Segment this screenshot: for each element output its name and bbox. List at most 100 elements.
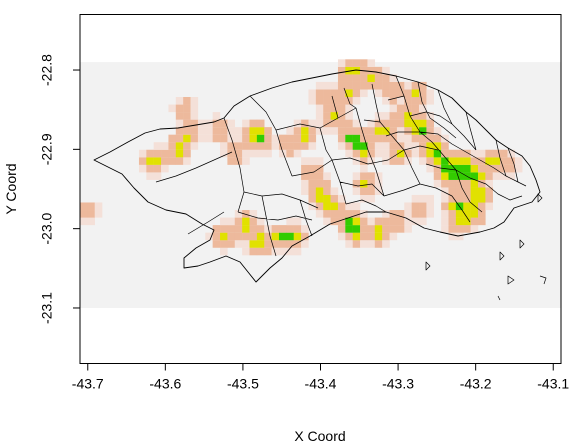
raster-cell: [175, 96, 184, 105]
raster-cell: [146, 172, 154, 180]
raster-cell: [345, 202, 353, 211]
raster-cell: [411, 149, 420, 158]
raster-cell: [315, 96, 324, 105]
raster-cell: [352, 232, 361, 241]
raster-cell: [477, 217, 486, 226]
raster-cell: [337, 134, 346, 143]
raster-cell: [256, 217, 265, 226]
raster-cell: [374, 89, 383, 98]
raster-cell: [308, 89, 317, 98]
raster-cell: [352, 66, 361, 75]
raster-cell: [470, 172, 479, 180]
raster-cell: [367, 149, 376, 158]
raster-cell: [360, 149, 368, 158]
raster-cell: [404, 142, 412, 150]
raster-cell: [470, 149, 479, 158]
raster-cell: [323, 127, 331, 135]
raster-cell: [448, 187, 457, 196]
raster-cell: [278, 247, 287, 256]
raster-cell: [301, 164, 309, 173]
raster-cell: [293, 225, 302, 233]
raster-cell: [308, 164, 317, 173]
raster-cell: [382, 134, 390, 143]
raster-cell: [271, 232, 280, 241]
raster-cell: [463, 225, 471, 233]
raster-cell: [249, 232, 258, 241]
raster-cell: [256, 142, 265, 150]
raster-cell: [315, 127, 324, 135]
raster-cell: [175, 142, 184, 150]
raster-cell: [485, 172, 493, 180]
raster-cell: [323, 104, 331, 113]
raster-cell: [308, 202, 317, 211]
raster-cell: [404, 134, 412, 143]
raster-cell: [308, 194, 317, 203]
raster-cell: [337, 210, 346, 218]
y-axis-ticks: -22.8 -22.9 -23.0 -23.1: [39, 54, 80, 324]
raster-cell: [367, 81, 376, 90]
raster-cell: [441, 210, 449, 218]
raster-cell: [175, 112, 184, 120]
raster-cell: [190, 104, 199, 113]
raster-cell: [286, 134, 294, 143]
raster-cell: [352, 240, 361, 248]
raster-cell: [389, 142, 398, 150]
raster-cell: [455, 225, 464, 233]
raster-cell: [278, 134, 287, 143]
raster-cell: [293, 232, 302, 241]
raster-cell: [441, 202, 449, 211]
raster-cell: [138, 157, 147, 165]
raster-cell: [234, 157, 243, 165]
raster-cell: [286, 149, 294, 158]
raster-cell: [382, 142, 390, 150]
raster-cell: [374, 225, 383, 233]
raster-cell: [477, 202, 486, 211]
raster-cell: [234, 127, 243, 135]
raster-cell: [426, 142, 434, 150]
raster-cell: [345, 74, 353, 82]
raster-cell: [168, 104, 177, 113]
raster-cell: [448, 149, 457, 158]
raster-cell: [507, 172, 516, 180]
raster-cell: [448, 164, 457, 173]
raster-cell: [175, 157, 184, 165]
raster-cell: [426, 96, 434, 105]
raster-cell: [485, 149, 493, 158]
raster-cell: [433, 142, 442, 150]
y-tick-label: -23.1: [39, 292, 55, 324]
raster-cell: [183, 119, 191, 128]
raster-cell: [220, 217, 228, 226]
raster-cell: [485, 194, 493, 203]
raster-cell: [345, 66, 353, 75]
raster-cell: [433, 127, 442, 135]
raster-cell: [367, 179, 376, 188]
raster-cell: [441, 172, 449, 180]
raster-cell: [323, 217, 331, 226]
raster-cell: [485, 157, 493, 165]
raster-cell: [455, 157, 464, 165]
raster-cell: [227, 225, 235, 233]
raster-cell: [323, 81, 331, 90]
raster-cell: [183, 112, 191, 120]
raster-cell: [205, 127, 213, 135]
raster-cell: [330, 104, 339, 113]
raster-cell: [470, 210, 479, 218]
raster-cell: [500, 172, 508, 180]
raster-cell: [426, 112, 434, 120]
raster-cell: [234, 149, 243, 158]
raster-cell: [212, 127, 221, 135]
raster-cell: [404, 210, 412, 218]
raster-cell: [271, 240, 280, 248]
raster-cell: [419, 217, 427, 226]
x-tick-label: -43.5: [227, 376, 259, 392]
raster-cell: [212, 112, 221, 120]
raster-cell: [293, 142, 302, 150]
raster-cell: [345, 210, 353, 218]
raster-cell: [227, 142, 235, 150]
raster-cell: [404, 127, 412, 135]
raster-cell: [212, 240, 221, 248]
raster-cell: [441, 217, 449, 226]
raster-cell: [197, 134, 206, 143]
raster-cell: [315, 202, 324, 211]
raster-cell: [337, 104, 346, 113]
